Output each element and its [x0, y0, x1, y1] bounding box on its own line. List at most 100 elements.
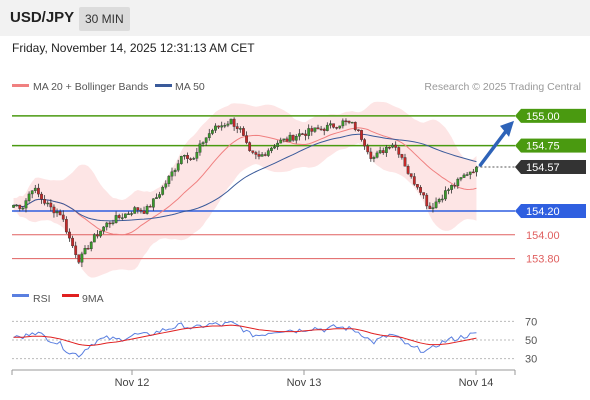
candle-body [363, 139, 366, 147]
candle-body [102, 226, 106, 232]
candle-body [192, 158, 196, 160]
candle-body [304, 133, 307, 136]
candle-body [127, 213, 130, 215]
timeframe-badge[interactable]: 30 MIN [79, 7, 130, 31]
candle-body [242, 128, 245, 136]
candle-body [412, 176, 416, 185]
candle-body [276, 142, 280, 147]
candle-body [332, 123, 335, 128]
timestamp: Friday, November 14, 2025 12:31:13 AM CE… [12, 41, 255, 55]
ma50-legend-label: MA 50 [175, 81, 205, 93]
candle-body [77, 254, 81, 263]
candle-body [456, 178, 460, 186]
ma20-legend-swatch [12, 84, 29, 87]
candle-body [459, 177, 463, 180]
candle-body [307, 128, 311, 136]
candle [388, 146, 391, 150]
candle [443, 186, 447, 201]
level-label-box-0 [521, 108, 586, 123]
candle [459, 177, 463, 182]
symbol-title: USD/JPY [10, 9, 75, 26]
candle [366, 143, 370, 155]
candle-body [151, 198, 155, 208]
candle-body [198, 143, 202, 153]
candle-body [37, 187, 40, 195]
candle [329, 120, 332, 129]
candle [409, 173, 413, 179]
candle-body [68, 231, 71, 239]
candle-body [428, 205, 432, 209]
candle-body [148, 206, 152, 208]
candle-body [270, 147, 273, 151]
candle-body [291, 134, 295, 141]
candle-body [204, 137, 208, 143]
candle-body [335, 127, 339, 129]
candle [372, 155, 376, 163]
candle [270, 146, 273, 154]
candle [43, 195, 47, 206]
candle [15, 204, 19, 207]
candle-body [251, 150, 255, 153]
candle-body [338, 125, 342, 129]
candle [378, 146, 382, 155]
candle [276, 140, 280, 150]
x-tick-label-0: Nov 12 [115, 377, 150, 389]
candle-body [108, 222, 112, 225]
candle [462, 173, 466, 178]
candle [397, 146, 401, 158]
candle-body [210, 130, 214, 134]
level-label-pointer-1 [515, 138, 521, 153]
candle-body [58, 211, 62, 216]
candle-body [186, 155, 189, 159]
candle-body [189, 158, 193, 160]
candle [419, 185, 422, 196]
candle [223, 122, 227, 129]
candle [282, 138, 286, 143]
candle [167, 175, 171, 187]
candle-body [369, 151, 373, 159]
candle-body [254, 152, 258, 155]
candle-body [164, 183, 168, 188]
candle-body [431, 207, 435, 209]
candle [130, 211, 133, 217]
candle [117, 213, 121, 220]
candle [27, 191, 31, 203]
candle [465, 172, 469, 177]
rsi-tick-label-0: 70 [525, 316, 537, 328]
candle [170, 167, 174, 181]
candle [341, 118, 345, 129]
candle [434, 197, 438, 209]
candle [142, 206, 146, 215]
candle-body [341, 120, 345, 127]
candle [83, 245, 87, 255]
candle-body [111, 222, 115, 224]
candle [400, 153, 404, 160]
candle-body [220, 125, 224, 128]
candle-body [443, 190, 447, 200]
candle-body [462, 174, 466, 178]
candle [179, 155, 183, 165]
candle-body [99, 230, 102, 237]
candle-body [285, 138, 289, 142]
candle-body [344, 120, 348, 123]
rsi-ma-line [13, 324, 477, 347]
candle-body [238, 128, 242, 130]
candle [238, 126, 242, 133]
candle-body [229, 118, 233, 125]
candle-body [425, 194, 429, 207]
candle [251, 150, 255, 155]
candle [86, 245, 90, 250]
candle [108, 221, 112, 228]
candle [416, 184, 419, 190]
bollinger-band-area [13, 101, 477, 278]
candle [437, 197, 441, 204]
level-label-1: 154.75 [526, 141, 560, 153]
candle [260, 151, 264, 157]
candle [155, 193, 158, 199]
candle [58, 209, 62, 216]
rsi-legend-label: RSI [33, 293, 51, 305]
candle [425, 193, 429, 210]
candle [186, 152, 189, 164]
candle-body [176, 163, 180, 171]
candle [158, 191, 161, 199]
